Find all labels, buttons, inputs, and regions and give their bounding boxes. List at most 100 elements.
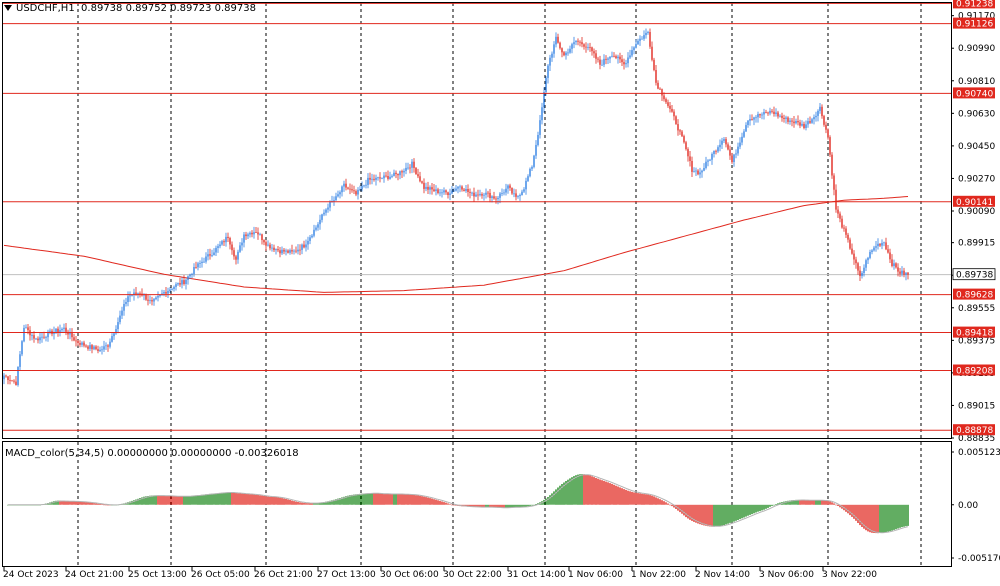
candle — [797, 115, 799, 126]
candle — [795, 118, 797, 125]
macd-bar — [379, 493, 381, 505]
macd-bar — [773, 504, 775, 506]
macd-bar — [601, 480, 603, 505]
candle — [665, 97, 667, 105]
candle — [245, 231, 247, 240]
macd-bar — [901, 504, 903, 528]
macd-bar — [833, 503, 835, 505]
candle — [505, 183, 507, 196]
macd-bar — [655, 497, 657, 505]
macd-bar — [863, 504, 865, 529]
macd-bar — [525, 504, 527, 507]
candle — [127, 291, 129, 307]
macd-bar — [735, 504, 737, 521]
candle — [211, 249, 213, 258]
candle — [269, 242, 271, 251]
macd-bar — [521, 504, 523, 507]
level-price-label: 0.91126 — [956, 20, 993, 30]
candle — [39, 332, 41, 344]
candle — [179, 277, 181, 287]
candle — [271, 243, 273, 252]
macd-bar — [691, 504, 693, 521]
macd-bar — [155, 495, 157, 505]
candle — [759, 113, 761, 119]
candle — [481, 192, 483, 199]
macd-bar — [149, 495, 151, 505]
candle — [489, 189, 491, 203]
macd-bar — [431, 498, 433, 505]
candle — [631, 46, 633, 58]
candle — [869, 249, 871, 260]
candle — [233, 247, 235, 260]
macd-bar — [227, 492, 229, 505]
macd-bar — [421, 496, 423, 505]
macd-bar — [159, 495, 161, 505]
macd-bar — [571, 477, 573, 505]
macd-bar — [719, 504, 721, 526]
macd-bar — [487, 504, 489, 508]
macd-bar — [723, 504, 725, 525]
time-tick-label: 30 Oct 22:00 — [443, 570, 502, 580]
price-tick-label: 0.89375 — [958, 336, 995, 346]
macd-bar — [885, 504, 887, 533]
candle — [685, 140, 687, 151]
macd-bar — [889, 504, 891, 532]
candle — [397, 173, 399, 181]
macd-bar — [761, 504, 763, 511]
macd-bar — [503, 504, 505, 508]
candle — [775, 108, 777, 117]
candle — [501, 188, 503, 197]
macd-bar — [439, 500, 441, 505]
candle — [341, 185, 343, 197]
candle — [839, 211, 841, 223]
candle — [681, 130, 683, 137]
candle — [167, 287, 169, 299]
macd-bar — [693, 504, 695, 522]
macd-bar — [685, 504, 687, 518]
macd-bar — [191, 495, 193, 505]
macd-bar — [181, 496, 183, 505]
macd-bar — [261, 495, 263, 505]
macd-bar — [107, 504, 109, 506]
macd-bar — [747, 504, 749, 516]
candle — [83, 340, 85, 348]
macd-bar — [623, 489, 625, 505]
candle — [825, 121, 827, 134]
macd-bar — [745, 504, 747, 517]
candle — [799, 119, 801, 129]
dropdown-triangle-icon[interactable] — [4, 5, 12, 11]
candle — [547, 63, 549, 84]
macd-bar — [215, 493, 217, 505]
time-tick-label: 26 Oct 21:00 — [254, 570, 313, 580]
macd-bar — [689, 504, 691, 520]
macd-bar — [425, 497, 427, 505]
candle — [903, 267, 905, 278]
candle — [101, 345, 103, 355]
macd-bar — [391, 494, 393, 505]
candle — [377, 176, 379, 181]
candle — [439, 189, 441, 197]
macd-bar — [731, 504, 733, 523]
macd-bar — [317, 502, 319, 505]
candle — [667, 99, 669, 108]
candle — [371, 173, 373, 185]
candle — [275, 248, 277, 255]
macd-bar — [339, 498, 341, 505]
candle — [147, 294, 149, 306]
candle — [21, 340, 23, 357]
candle — [717, 145, 719, 153]
macd-bar — [195, 495, 197, 505]
candle — [449, 188, 451, 201]
candle — [495, 196, 497, 204]
candle — [617, 54, 619, 64]
candle — [683, 134, 685, 144]
candle — [417, 168, 419, 179]
candle — [793, 116, 795, 128]
level-price-tag — [953, 288, 995, 300]
macd-bar — [625, 489, 627, 505]
macd-bar — [383, 493, 385, 505]
macd-bar — [727, 504, 729, 524]
time-tick-label: 26 Oct 05:00 — [191, 570, 250, 580]
